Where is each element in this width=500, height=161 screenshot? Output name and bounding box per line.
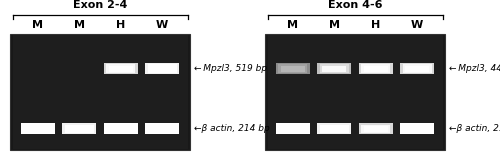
- Text: W: W: [411, 20, 423, 30]
- Bar: [361, 125, 390, 133]
- Bar: [10, 34, 190, 150]
- Bar: [150, 126, 174, 132]
- Bar: [148, 125, 176, 133]
- Bar: [148, 64, 176, 73]
- Bar: [358, 63, 393, 74]
- Text: M: M: [74, 20, 85, 30]
- Bar: [281, 126, 305, 132]
- Bar: [26, 126, 50, 132]
- Bar: [108, 66, 132, 72]
- Text: W: W: [156, 20, 168, 30]
- Text: M: M: [288, 20, 298, 30]
- Bar: [400, 63, 434, 74]
- Bar: [268, 35, 442, 149]
- Bar: [108, 126, 132, 132]
- Bar: [106, 64, 135, 73]
- Text: ← Mpzl3, 519 bp: ← Mpzl3, 519 bp: [194, 64, 267, 73]
- Text: ← Mpzl3, 447 bp: ← Mpzl3, 447 bp: [449, 64, 500, 73]
- Bar: [358, 123, 393, 134]
- Bar: [68, 126, 92, 132]
- Bar: [12, 35, 188, 149]
- Bar: [364, 66, 388, 72]
- Bar: [400, 123, 434, 134]
- Text: M: M: [32, 20, 44, 30]
- Bar: [402, 64, 432, 73]
- Bar: [320, 64, 349, 73]
- Bar: [276, 123, 310, 134]
- Bar: [278, 125, 308, 133]
- Bar: [104, 63, 138, 74]
- Bar: [21, 123, 55, 134]
- Bar: [364, 126, 388, 132]
- Bar: [276, 63, 310, 74]
- Bar: [104, 123, 138, 134]
- Bar: [281, 66, 305, 72]
- Text: ←β actin, 214 bp: ←β actin, 214 bp: [449, 124, 500, 133]
- Bar: [265, 34, 445, 150]
- Bar: [317, 63, 352, 74]
- Bar: [65, 125, 94, 133]
- Bar: [361, 64, 390, 73]
- Text: H: H: [371, 20, 380, 30]
- Bar: [62, 123, 96, 134]
- Bar: [145, 63, 179, 74]
- Bar: [322, 66, 346, 72]
- Text: Exon 4-6: Exon 4-6: [328, 0, 382, 10]
- Text: ←β actin, 214 bp: ←β actin, 214 bp: [194, 124, 270, 133]
- Bar: [320, 125, 349, 133]
- Bar: [322, 126, 346, 132]
- Text: Exon 2-4: Exon 2-4: [73, 0, 127, 10]
- Bar: [278, 64, 308, 73]
- Bar: [24, 125, 52, 133]
- Bar: [106, 125, 135, 133]
- Bar: [150, 66, 174, 72]
- Bar: [317, 123, 352, 134]
- Bar: [405, 126, 429, 132]
- Bar: [405, 66, 429, 72]
- Bar: [402, 125, 432, 133]
- Text: M: M: [329, 20, 340, 30]
- Text: H: H: [116, 20, 126, 30]
- Bar: [145, 123, 179, 134]
